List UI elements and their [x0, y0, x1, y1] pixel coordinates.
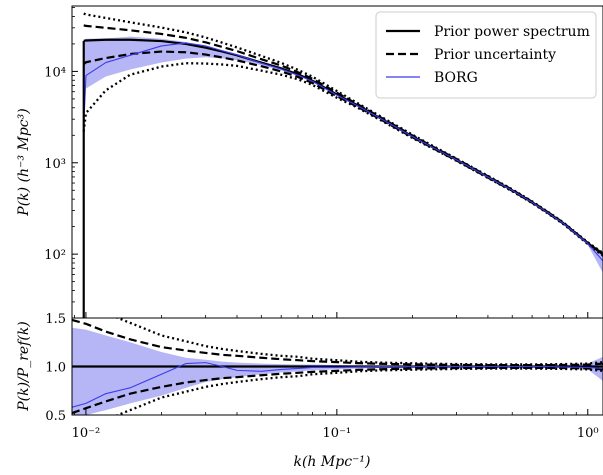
xtick-label-1: 10⁻¹: [323, 426, 352, 441]
legend-label-prior: Prior power spectrum: [434, 24, 590, 40]
bottom-series-3-line: [72, 362, 603, 408]
bottom-lines-layer: [72, 318, 603, 415]
top-lines-layer: [82, 12, 603, 318]
bottom-band-layer: [72, 327, 603, 415]
top-series-3-band: [83, 36, 603, 274]
bottom-ytick-label-0: 0.5: [45, 409, 66, 424]
legend-box: [375, 11, 597, 99]
legend: Prior power spectrum Prior uncertainty B…: [375, 11, 597, 99]
bottom-ytick-label-2: 1.5: [45, 312, 66, 327]
top-ytick-label-0: 10²: [44, 248, 66, 263]
top-ytick-label-2: 10⁴: [44, 65, 66, 80]
bottom-xlabel: k(h Mpc⁻¹): [293, 454, 370, 470]
top-band-layer: [83, 36, 603, 274]
top-ylabel: P(k) (h⁻³ Mpc³): [16, 108, 32, 216]
bottom-series-3-band: [72, 327, 603, 415]
bottom-ylabel: P(k)/P_ref(k): [16, 321, 32, 412]
bottom-axis-layer: 10⁻² 10⁻¹ 10⁰ 0.5 1.0 1.5: [45, 312, 603, 441]
xtick-label-0: 10⁻²: [72, 426, 101, 441]
legend-label-borg: BORG: [434, 70, 478, 86]
xtick-label-2: 10⁰: [577, 426, 599, 441]
bottom-series-1-upper: [72, 318, 603, 367]
top-series-3-line: [83, 42, 603, 262]
top-ytick-label-1: 10³: [44, 157, 66, 172]
bottom-ytick-label-1: 1.0: [45, 361, 66, 376]
bottom-panel: 10⁻² 10⁻¹ 10⁰ 0.5 1.0 1.5: [45, 312, 603, 441]
bottom-series-1-lower: [72, 366, 603, 415]
top-series-2-upper: [83, 12, 603, 254]
legend-label-uncertainty: Prior uncertainty: [434, 47, 556, 63]
